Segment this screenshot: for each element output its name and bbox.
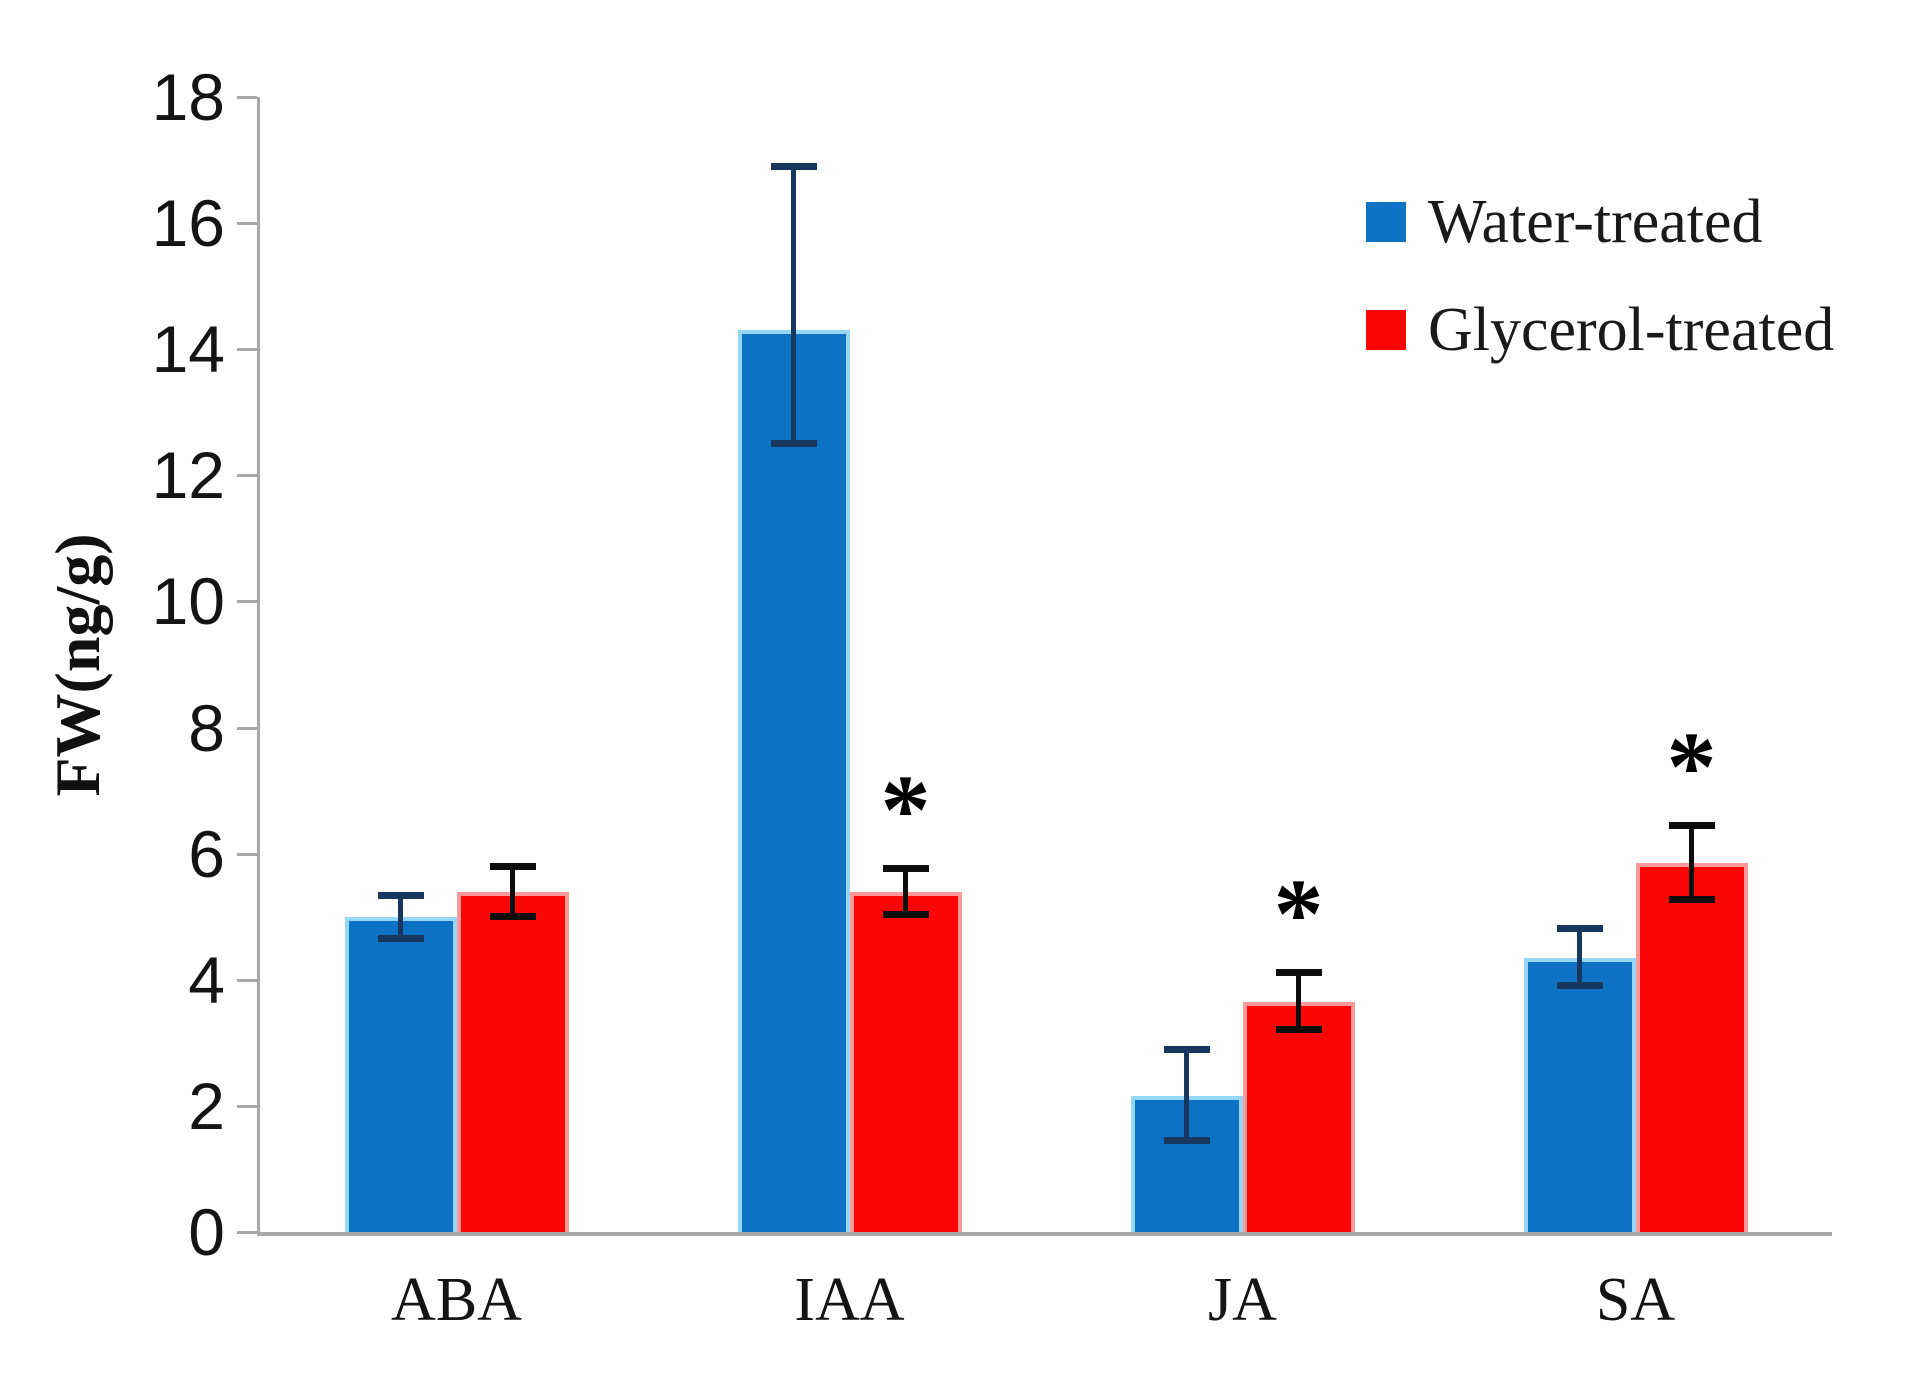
error-bar-cap-top-water-aba — [377, 891, 424, 899]
error-bar-cap-top-glycerol-aba — [489, 863, 536, 871]
error-bar-cap-top-water-ja — [1163, 1046, 1210, 1054]
legend-swatch-water-treated — [1366, 202, 1406, 242]
significance-asterisk-glycerol-iaa: * — [880, 754, 931, 866]
category-label-iaa: IAA — [794, 1266, 905, 1334]
error-bar-cap-top-water-iaa — [770, 163, 817, 171]
legend-label-water-treated: Water-treated — [1428, 188, 1763, 256]
bar-glycerol-ja — [1242, 1001, 1355, 1232]
y-tick-label-10: 10 — [151, 564, 225, 639]
legend-label-glycerol-treated: Glycerol-treated — [1428, 296, 1835, 364]
bar-glycerol-iaa — [849, 891, 962, 1232]
error-bar-line-glycerol-ja — [1296, 971, 1301, 1031]
bar-water-sa — [1523, 957, 1636, 1232]
category-label-sa: SA — [1595, 1266, 1676, 1334]
y-tick-label-14: 14 — [151, 312, 225, 387]
significance-asterisk-glycerol-sa: * — [1666, 711, 1717, 823]
y-tick-0 — [237, 1231, 257, 1234]
error-bar-cap-bottom-glycerol-ja — [1275, 1026, 1322, 1034]
significance-asterisk-glycerol-ja: * — [1273, 857, 1324, 969]
error-bar-line-water-iaa — [791, 166, 796, 444]
bar-water-aba — [344, 916, 457, 1232]
bar-water-iaa — [737, 330, 850, 1232]
y-tick-2 — [237, 1104, 257, 1108]
error-bar-line-water-ja — [1184, 1049, 1189, 1141]
y-tick-8 — [237, 726, 257, 730]
y-tick-14 — [237, 348, 257, 352]
error-bar-cap-top-glycerol-ja — [1275, 968, 1322, 976]
error-bar-cap-bottom-water-iaa — [770, 439, 817, 447]
error-bar-cap-bottom-water-sa — [1556, 982, 1603, 990]
x-axis-line — [257, 1232, 1832, 1236]
y-tick-label-2: 2 — [188, 1068, 225, 1143]
y-tick-label-18: 18 — [151, 60, 225, 134]
y-axis-line — [257, 97, 260, 1232]
error-bar-cap-bottom-glycerol-iaa — [882, 910, 929, 918]
y-tick-6 — [237, 852, 257, 856]
error-bar-cap-bottom-water-ja — [1163, 1136, 1210, 1144]
legend-swatch-glycerol-treated — [1366, 310, 1406, 350]
bar-glycerol-aba — [456, 891, 569, 1232]
y-tick-label-16: 16 — [151, 186, 225, 261]
error-bar-line-glycerol-sa — [1689, 825, 1694, 900]
y-tick-10 — [237, 600, 257, 604]
error-bar-line-water-aba — [398, 894, 403, 939]
error-bar-cap-bottom-glycerol-aba — [489, 912, 536, 920]
y-tick-label-12: 12 — [151, 438, 225, 513]
error-bar-cap-top-glycerol-sa — [1668, 822, 1715, 830]
y-tick-label-6: 6 — [188, 816, 225, 891]
y-tick-4 — [237, 978, 257, 982]
error-bar-line-water-sa — [1577, 928, 1582, 987]
category-label-aba: ABA — [391, 1266, 522, 1334]
error-bar-cap-bottom-glycerol-sa — [1668, 895, 1715, 903]
y-tick-label-0: 0 — [188, 1195, 225, 1269]
legend: Water-treated Glycerol-treated — [1366, 190, 1834, 362]
y-tick-label-8: 8 — [188, 690, 225, 765]
error-bar-line-glycerol-aba — [510, 866, 515, 917]
legend-item-glycerol-treated: Glycerol-treated — [1366, 298, 1834, 362]
error-bar-line-glycerol-iaa — [903, 868, 908, 915]
bar-glycerol-sa — [1635, 863, 1748, 1232]
legend-item-water-treated: Water-treated — [1366, 190, 1834, 254]
error-bar-cap-bottom-water-aba — [377, 934, 424, 942]
y-tick-label-4: 4 — [188, 942, 225, 1017]
error-bar-cap-top-water-sa — [1556, 925, 1603, 933]
y-tick-16 — [237, 222, 257, 226]
category-label-ja: JA — [1208, 1266, 1277, 1334]
error-bar-cap-top-glycerol-iaa — [882, 865, 929, 873]
y-tick-18 — [237, 96, 257, 99]
y-tick-12 — [237, 474, 257, 478]
